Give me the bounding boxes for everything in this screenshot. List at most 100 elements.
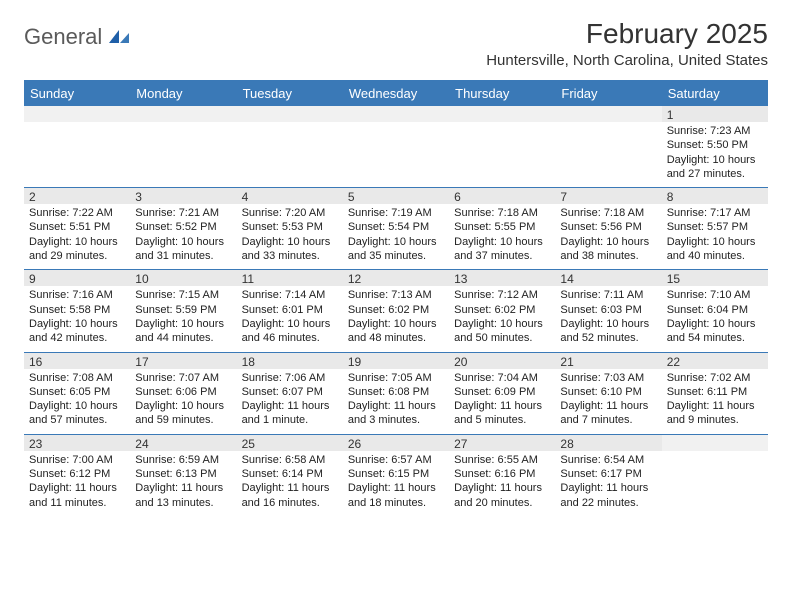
day-number-bar: 25: [237, 434, 343, 451]
day-number-bar: 5: [343, 187, 449, 204]
day-body: Sunrise: 7:08 AMSunset: 6:05 PMDaylight:…: [24, 369, 130, 434]
calendar-table: Sunday Monday Tuesday Wednesday Thursday…: [24, 82, 768, 516]
day-info-line: Daylight: 11 hours and 9 minutes.: [667, 399, 763, 428]
calendar-day-cell: 9Sunrise: 7:16 AMSunset: 5:58 PMDaylight…: [24, 269, 130, 351]
day-number-bar: 7: [555, 187, 661, 204]
calendar-day-cell: 6Sunrise: 7:18 AMSunset: 5:55 PMDaylight…: [449, 187, 555, 269]
day-info-line: Daylight: 10 hours and 46 minutes.: [242, 317, 338, 346]
day-info-line: Sunset: 6:07 PM: [242, 385, 338, 399]
calendar-day-cell: 24Sunrise: 6:59 AMSunset: 6:13 PMDayligh…: [130, 434, 236, 516]
day-info-line: Daylight: 11 hours and 18 minutes.: [348, 481, 444, 510]
day-info-line: Sunset: 6:13 PM: [135, 467, 231, 481]
day-info-line: Sunset: 5:50 PM: [667, 138, 763, 152]
day-info-line: Sunrise: 6:54 AM: [560, 453, 656, 467]
day-number-bar: 1: [662, 105, 768, 122]
day-info-line: Daylight: 10 hours and 42 minutes.: [29, 317, 125, 346]
day-info-line: Sunrise: 7:18 AM: [454, 206, 550, 220]
day-number-bar: [662, 434, 768, 451]
day-info-line: Sunset: 5:56 PM: [560, 220, 656, 234]
title-block: February 2025 Huntersville, North Caroli…: [486, 18, 768, 75]
weekday-header: Monday: [130, 82, 236, 105]
calendar-day-cell: 15Sunrise: 7:10 AMSunset: 6:04 PMDayligh…: [662, 269, 768, 351]
day-body: Sunrise: 7:13 AMSunset: 6:02 PMDaylight:…: [343, 286, 449, 351]
day-info-line: Sunrise: 7:00 AM: [29, 453, 125, 467]
day-info-line: Daylight: 11 hours and 5 minutes.: [454, 399, 550, 428]
day-body: [237, 122, 343, 180]
day-number-bar: 27: [449, 434, 555, 451]
day-info-line: Daylight: 10 hours and 29 minutes.: [29, 235, 125, 264]
day-info-line: Daylight: 11 hours and 11 minutes.: [29, 481, 125, 510]
weekday-header-row: Sunday Monday Tuesday Wednesday Thursday…: [24, 82, 768, 105]
day-number-bar: 3: [130, 187, 236, 204]
location-text: Huntersville, North Carolina, United Sta…: [486, 52, 768, 69]
day-number-bar: 14: [555, 269, 661, 286]
day-info-line: Daylight: 10 hours and 38 minutes.: [560, 235, 656, 264]
calendar-day-cell: 28Sunrise: 6:54 AMSunset: 6:17 PMDayligh…: [555, 434, 661, 516]
day-info-line: Sunrise: 7:11 AM: [560, 288, 656, 302]
calendar-week-row: 16Sunrise: 7:08 AMSunset: 6:05 PMDayligh…: [24, 352, 768, 434]
day-number-bar: 4: [237, 187, 343, 204]
calendar-day-cell: 14Sunrise: 7:11 AMSunset: 6:03 PMDayligh…: [555, 269, 661, 351]
day-body: Sunrise: 7:00 AMSunset: 6:12 PMDaylight:…: [24, 451, 130, 516]
day-number-bar: 20: [449, 352, 555, 369]
day-body: Sunrise: 7:10 AMSunset: 6:04 PMDaylight:…: [662, 286, 768, 351]
day-number-bar: 11: [237, 269, 343, 286]
calendar-day-cell: 3Sunrise: 7:21 AMSunset: 5:52 PMDaylight…: [130, 187, 236, 269]
header: General Blue February 2025 Huntersville,…: [24, 18, 768, 76]
calendar-day-cell: 4Sunrise: 7:20 AMSunset: 5:53 PMDaylight…: [237, 187, 343, 269]
day-info-line: Sunset: 6:02 PM: [348, 303, 444, 317]
day-body: Sunrise: 6:59 AMSunset: 6:13 PMDaylight:…: [130, 451, 236, 516]
weekday-header: Saturday: [662, 82, 768, 105]
day-info-line: Sunset: 6:11 PM: [667, 385, 763, 399]
day-body: [24, 122, 130, 180]
day-body: Sunrise: 7:16 AMSunset: 5:58 PMDaylight:…: [24, 286, 130, 351]
day-number-bar: 16: [24, 352, 130, 369]
day-body: Sunrise: 7:07 AMSunset: 6:06 PMDaylight:…: [130, 369, 236, 434]
day-info-line: Sunrise: 6:57 AM: [348, 453, 444, 467]
day-info-line: Sunrise: 7:14 AM: [242, 288, 338, 302]
day-info-line: Sunrise: 7:06 AM: [242, 371, 338, 385]
calendar-day-cell: 27Sunrise: 6:55 AMSunset: 6:16 PMDayligh…: [449, 434, 555, 516]
day-info-line: Sunrise: 7:15 AM: [135, 288, 231, 302]
day-info-line: Daylight: 10 hours and 54 minutes.: [667, 317, 763, 346]
day-number-bar: 9: [24, 269, 130, 286]
day-number-bar: [555, 105, 661, 122]
day-info-line: Daylight: 10 hours and 37 minutes.: [454, 235, 550, 264]
day-number-bar: 6: [449, 187, 555, 204]
day-body: Sunrise: 6:54 AMSunset: 6:17 PMDaylight:…: [555, 451, 661, 516]
day-number-bar: 18: [237, 352, 343, 369]
day-number-bar: 2: [24, 187, 130, 204]
day-number-bar: [237, 105, 343, 122]
day-body: [130, 122, 236, 180]
day-info-line: Sunrise: 7:04 AM: [454, 371, 550, 385]
day-info-line: Sunrise: 7:16 AM: [29, 288, 125, 302]
calendar-day-cell: 7Sunrise: 7:18 AMSunset: 5:56 PMDaylight…: [555, 187, 661, 269]
day-number-bar: 23: [24, 434, 130, 451]
day-body: Sunrise: 7:18 AMSunset: 5:55 PMDaylight:…: [449, 204, 555, 269]
calendar-day-cell: 5Sunrise: 7:19 AMSunset: 5:54 PMDaylight…: [343, 187, 449, 269]
day-body: Sunrise: 7:21 AMSunset: 5:52 PMDaylight:…: [130, 204, 236, 269]
day-info-line: Daylight: 10 hours and 33 minutes.: [242, 235, 338, 264]
day-info-line: Sunrise: 7:02 AM: [667, 371, 763, 385]
weekday-header: Tuesday: [237, 82, 343, 105]
day-info-line: Sunrise: 7:05 AM: [348, 371, 444, 385]
day-info-line: Sunset: 5:54 PM: [348, 220, 444, 234]
weekday-header: Wednesday: [343, 82, 449, 105]
day-info-line: Sunset: 6:10 PM: [560, 385, 656, 399]
calendar-day-cell: 26Sunrise: 6:57 AMSunset: 6:15 PMDayligh…: [343, 434, 449, 516]
day-info-line: Sunset: 6:06 PM: [135, 385, 231, 399]
day-number-bar: 21: [555, 352, 661, 369]
day-info-line: Sunrise: 7:10 AM: [667, 288, 763, 302]
day-body: Sunrise: 7:22 AMSunset: 5:51 PMDaylight:…: [24, 204, 130, 269]
day-number-bar: 13: [449, 269, 555, 286]
weekday-header: Sunday: [24, 82, 130, 105]
day-info-line: Sunrise: 7:17 AM: [667, 206, 763, 220]
day-number-bar: [130, 105, 236, 122]
day-info-line: Sunrise: 6:55 AM: [454, 453, 550, 467]
day-body: Sunrise: 7:18 AMSunset: 5:56 PMDaylight:…: [555, 204, 661, 269]
day-number-bar: 17: [130, 352, 236, 369]
day-body: [662, 451, 768, 509]
day-info-line: Daylight: 11 hours and 16 minutes.: [242, 481, 338, 510]
day-number-bar: 8: [662, 187, 768, 204]
day-info-line: Daylight: 10 hours and 35 minutes.: [348, 235, 444, 264]
